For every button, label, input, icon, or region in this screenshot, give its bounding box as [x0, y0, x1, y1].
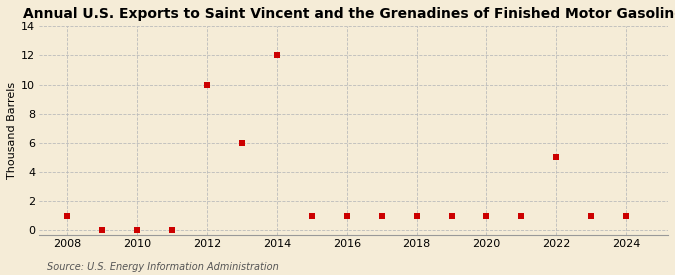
Y-axis label: Thousand Barrels: Thousand Barrels	[7, 82, 17, 179]
Point	[306, 213, 317, 218]
Point	[376, 213, 387, 218]
Point	[271, 53, 282, 58]
Point	[481, 213, 492, 218]
Point	[97, 228, 108, 232]
Point	[446, 213, 457, 218]
Point	[167, 228, 178, 232]
Point	[621, 213, 632, 218]
Point	[236, 141, 247, 145]
Point	[516, 213, 526, 218]
Point	[551, 155, 562, 160]
Title: Annual U.S. Exports to Saint Vincent and the Grenadines of Finished Motor Gasoli: Annual U.S. Exports to Saint Vincent and…	[24, 7, 675, 21]
Text: Source: U.S. Energy Information Administration: Source: U.S. Energy Information Administ…	[47, 262, 279, 272]
Point	[202, 82, 213, 87]
Point	[411, 213, 422, 218]
Point	[586, 213, 597, 218]
Point	[342, 213, 352, 218]
Point	[62, 213, 73, 218]
Point	[132, 228, 142, 232]
